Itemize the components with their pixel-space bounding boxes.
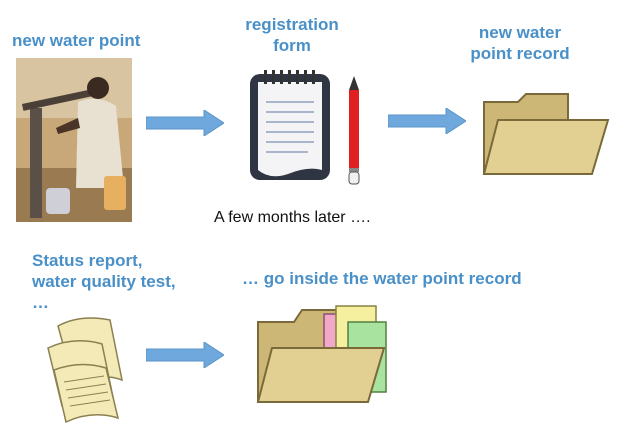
registration-form-line-2: form xyxy=(273,36,311,55)
papers-icon xyxy=(40,306,136,424)
folder-icon xyxy=(480,92,612,176)
arrow-photo-to-form xyxy=(146,110,224,136)
status-line-2: water quality test, xyxy=(32,272,176,291)
new-record-line-2: point record xyxy=(470,44,570,63)
notepad-icon xyxy=(248,70,332,182)
status-label: Status report, water quality test, … xyxy=(32,250,232,313)
pencil-icon xyxy=(344,76,364,188)
new-record-line-1: new water xyxy=(478,23,562,42)
status-line-1: Status report, xyxy=(32,251,143,270)
inside-record-label: … go inside the water point record xyxy=(242,269,522,288)
status-line-3: … xyxy=(32,293,49,312)
arrow-papers-to-folder xyxy=(146,342,224,368)
registration-form-line-1: registration xyxy=(245,15,339,34)
new-record-label: new water point record xyxy=(455,22,585,64)
folder-with-documents-icon xyxy=(254,300,394,404)
water-pump-photo xyxy=(16,58,132,222)
later-text: A few months later …. xyxy=(214,209,371,226)
registration-form-label: registration form xyxy=(232,14,352,56)
arrow-form-to-record xyxy=(388,108,466,134)
new-water-point-label: new water point xyxy=(12,31,141,50)
